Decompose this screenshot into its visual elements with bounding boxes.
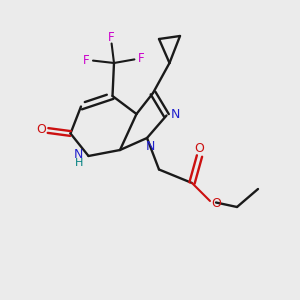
Text: N: N <box>74 148 84 161</box>
Text: F: F <box>108 31 115 44</box>
Text: O: O <box>37 123 46 136</box>
Text: H: H <box>75 158 83 169</box>
Text: O: O <box>212 197 221 210</box>
Text: N: N <box>145 140 155 153</box>
Text: F: F <box>83 53 90 67</box>
Text: N: N <box>171 108 180 121</box>
Text: F: F <box>138 52 144 65</box>
Text: O: O <box>195 142 204 155</box>
